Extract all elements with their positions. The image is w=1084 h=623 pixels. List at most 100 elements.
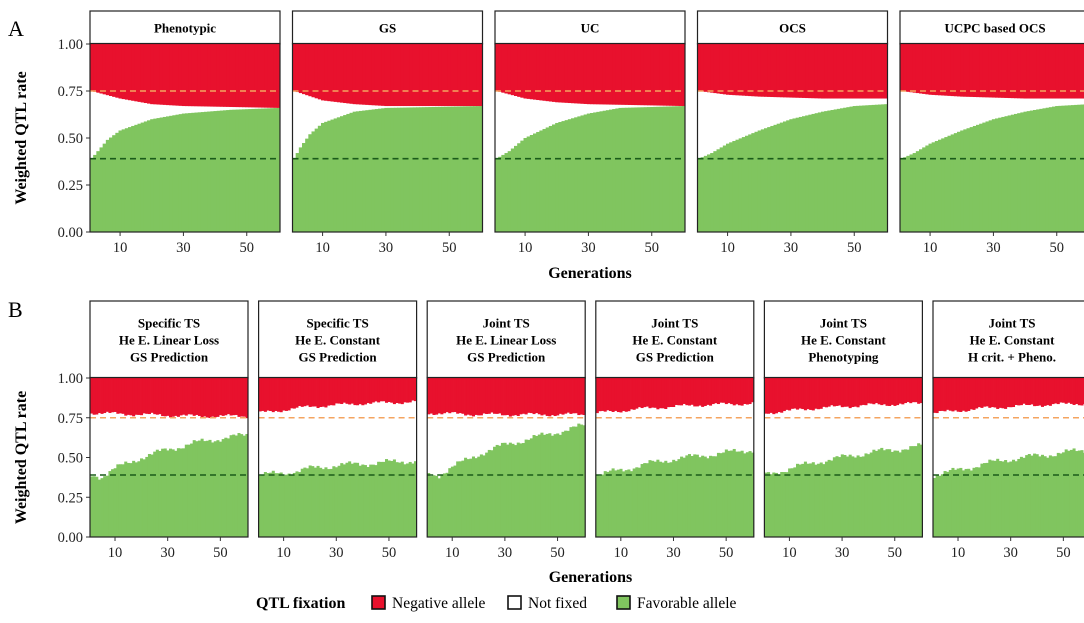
x-tick-label: 10 xyxy=(315,240,330,256)
bar-negative xyxy=(571,44,575,104)
bar-negative xyxy=(732,378,736,406)
bar-favorable xyxy=(550,435,554,537)
bar-favorable xyxy=(1033,109,1037,232)
bar-negative xyxy=(229,378,233,416)
bar-favorable xyxy=(582,425,586,537)
bar-favorable xyxy=(506,444,510,537)
bar-negative xyxy=(790,378,794,409)
bar-favorable xyxy=(745,452,749,537)
bar-favorable xyxy=(806,463,810,537)
y-axis-title: Weighted QTL rate xyxy=(13,71,30,204)
facet-title-line: He E. Linear Loss xyxy=(119,333,219,348)
bar-negative xyxy=(134,44,138,102)
bar-favorable xyxy=(343,115,347,232)
bar-negative xyxy=(669,378,673,407)
bar-negative xyxy=(213,378,217,418)
bar-negative xyxy=(814,44,819,99)
bar-negative xyxy=(645,378,649,407)
x-tick-label: 50 xyxy=(888,545,903,561)
bar-favorable xyxy=(311,131,316,232)
bar-negative xyxy=(827,44,831,99)
bar-negative xyxy=(964,378,968,412)
bar-negative xyxy=(263,378,267,412)
bar-favorable xyxy=(1014,461,1018,537)
bar-favorable xyxy=(596,111,600,232)
bar-negative xyxy=(868,44,873,99)
bar-negative xyxy=(957,44,961,97)
bar-negative xyxy=(314,44,319,99)
bar-favorable xyxy=(1071,105,1075,232)
bar-favorable xyxy=(457,106,461,232)
bar-negative xyxy=(991,44,996,98)
x-tick-label: 50 xyxy=(213,545,228,561)
generation-bars xyxy=(697,44,888,232)
bar-negative xyxy=(934,44,939,96)
bar-negative xyxy=(124,378,128,416)
bar-favorable xyxy=(735,139,740,232)
bar-favorable xyxy=(226,110,230,232)
bar-negative xyxy=(966,44,971,97)
x-tick-label: 30 xyxy=(666,545,681,561)
bar-negative xyxy=(764,378,768,414)
bar-favorable xyxy=(788,468,792,537)
facet-title-line: He E. Linear Loss xyxy=(456,333,556,348)
bar-favorable xyxy=(121,129,126,232)
bar-favorable xyxy=(998,461,1002,537)
bar-favorable xyxy=(993,460,997,537)
bar-negative xyxy=(406,44,411,107)
bar-favorable xyxy=(931,142,936,232)
bar-favorable xyxy=(1064,449,1068,537)
bar-favorable xyxy=(590,112,594,232)
bar-negative xyxy=(598,378,602,412)
bar-negative xyxy=(881,44,885,99)
bar-favorable xyxy=(374,109,379,232)
bar-negative xyxy=(200,44,205,107)
bar-favorable xyxy=(1048,107,1053,232)
bar-favorable xyxy=(200,112,205,232)
bar-negative xyxy=(928,44,933,95)
bar-favorable xyxy=(134,462,138,537)
bar-negative xyxy=(271,378,275,413)
bar-negative xyxy=(1014,44,1018,99)
bar-negative xyxy=(1071,44,1075,99)
bar-favorable xyxy=(808,114,812,232)
bar-negative xyxy=(1033,378,1037,407)
bar-favorable xyxy=(416,107,420,232)
bar-favorable xyxy=(332,466,336,537)
bar-negative xyxy=(851,378,855,408)
bar-negative xyxy=(917,378,921,404)
bar-negative xyxy=(903,378,907,404)
facet-title-line: He E. Constant xyxy=(295,333,381,348)
bar-favorable xyxy=(150,119,154,232)
legend: QTL fixation Negative allele Not fixed Favo… xyxy=(256,595,737,612)
facet-frame xyxy=(426,376,586,538)
bar-negative xyxy=(539,44,543,101)
bar-favorable xyxy=(270,108,275,232)
bar-negative xyxy=(216,378,220,417)
bar-favorable xyxy=(764,472,768,537)
facet-4: OCS 10 30 50 xyxy=(696,10,889,256)
bar-negative xyxy=(848,378,852,409)
bar-favorable xyxy=(419,107,423,232)
bar-negative xyxy=(118,44,123,99)
bar-negative xyxy=(99,44,104,94)
bar-negative xyxy=(118,378,122,414)
bar-favorable xyxy=(508,442,512,537)
bar-favorable xyxy=(814,464,818,537)
bar-favorable xyxy=(643,463,647,537)
facet-3: Joint TS He E. Linear Loss GS Prediction 10… xyxy=(426,300,586,561)
bar-favorable xyxy=(229,435,233,537)
bar-negative xyxy=(569,378,573,414)
bar-negative xyxy=(523,44,528,99)
facet-frame xyxy=(494,42,686,233)
bar-negative xyxy=(537,378,541,415)
bar-favorable xyxy=(893,450,897,537)
bar-negative xyxy=(171,378,175,417)
bar-favorable xyxy=(979,123,983,232)
bar-favorable xyxy=(112,135,116,232)
bar-favorable xyxy=(1074,104,1078,232)
bar-negative xyxy=(319,378,323,407)
bar-favorable xyxy=(400,461,404,537)
bar-negative xyxy=(194,44,199,107)
bar-favorable xyxy=(748,134,752,232)
